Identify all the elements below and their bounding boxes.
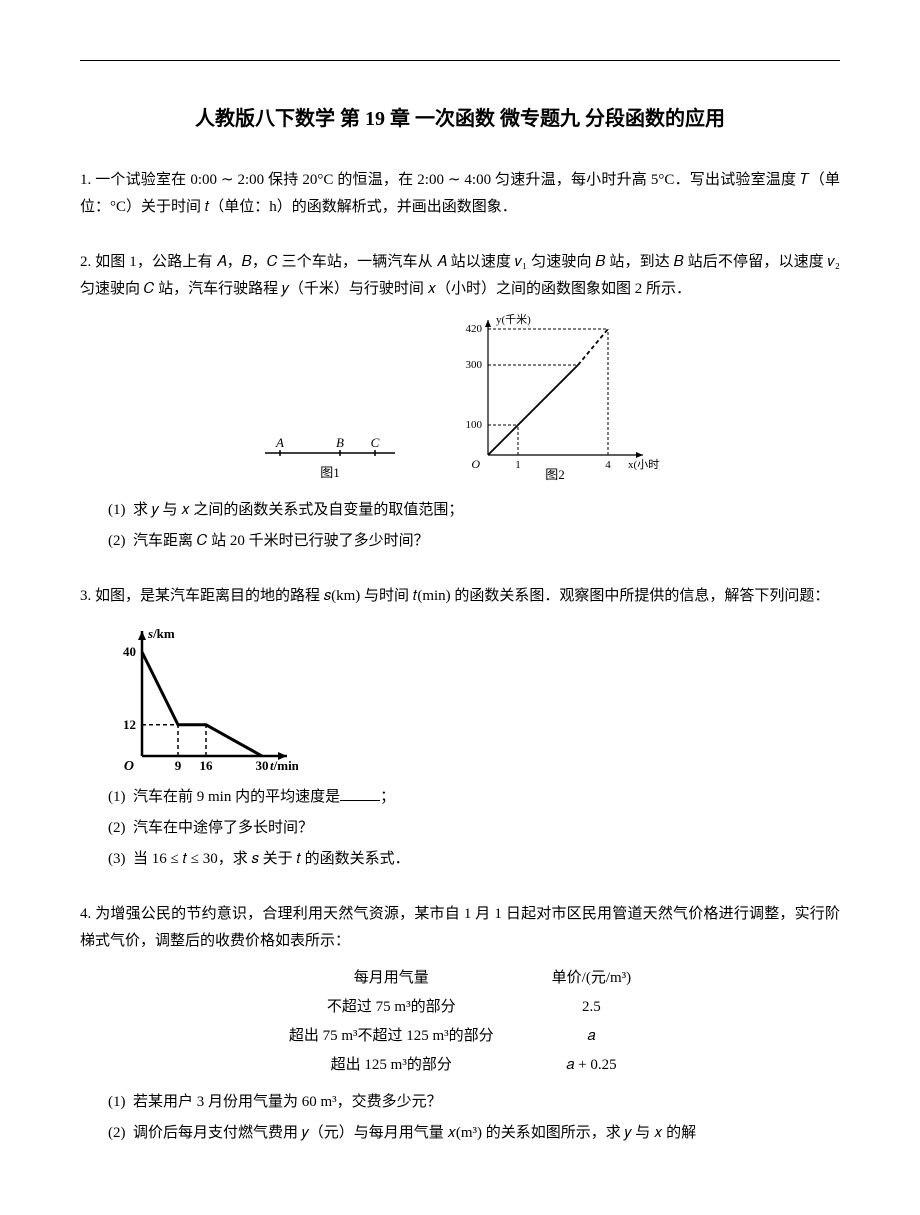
table-header: 每月用气量 — [261, 965, 522, 992]
svg-text:O: O — [471, 457, 480, 471]
problem-1-number: 1. — [80, 172, 95, 188]
problem-3-sub-3: (3) 当 16 ≤ 𝑡 ≤ 30，求 𝑠 关于 𝑡 的函数关系式． — [80, 846, 840, 873]
problem-3-q2-text: 汽车在中途停了多长时间？ — [133, 820, 313, 836]
problem-4-table: 每月用气量 单价/(元/m³) 不超过 75 m³的部分 2.5 超出 75 m… — [259, 963, 661, 1081]
table-cell: 𝑎 + 0.25 — [524, 1052, 660, 1079]
svg-text:O: O — [124, 759, 134, 774]
problem-2-number: 2. — [80, 254, 95, 270]
problem-2-text: 如图 1，公路上有 𝐴，𝐵，𝐶 三个车站，一辆汽车从 𝐴 站以速度 𝑣₁ 匀速驶… — [80, 254, 840, 297]
problem-2-q1-text: 求 𝑦 与 𝑥 之间的函数关系式及自变量的取值范围； — [133, 502, 463, 518]
svg-text:s/km: s/km — [147, 626, 175, 641]
problem-3-sub-1: (1) 汽车在前 9 min 内的平均速度是； — [80, 784, 840, 811]
problem-4-q1-text: 若某用户 3 月份用气量为 60 m³，交费多少元？ — [133, 1094, 442, 1110]
svg-text:100: 100 — [466, 419, 483, 431]
svg-text:420: 420 — [466, 323, 483, 335]
problem-3-q1-post: ； — [380, 789, 395, 805]
table-cell: 不超过 75 m³的部分 — [261, 994, 522, 1021]
problem-3-q1-pre: 汽车在前 9 min 内的平均速度是 — [133, 789, 340, 805]
svg-text:1: 1 — [515, 459, 521, 471]
table-header: 单价/(元/m³) — [524, 965, 660, 992]
problem-3-sub-2: (2) 汽车在中途停了多长时间？ — [80, 815, 840, 842]
table-cell: 2.5 — [524, 994, 660, 1021]
svg-text:40: 40 — [123, 644, 136, 659]
problem-3: 3. 如图，是某汽车距离目的地的路程 𝑠(km) 与时间 𝑡(min) 的函数关… — [80, 583, 840, 873]
figure-2-container: 100 300 420 1 4 O — [450, 313, 660, 483]
problem-4-text: 为增强公民的节约意识，合理利用天然气资源，某市自 1 月 1 日起对市区民用管道… — [80, 906, 840, 949]
problem-3-text: 如图，是某汽车距离目的地的路程 𝑠(km) 与时间 𝑡(min) 的函数关系图．… — [95, 588, 829, 604]
problem-2-sub-1: (1) 求 𝑦 与 𝑥 之间的函数关系式及自变量的取值范围； — [80, 497, 840, 524]
table-cell: 超出 125 m³的部分 — [261, 1052, 522, 1079]
problem-4-q2-text: 调价后每月支付燃气费用 𝑦（元）与每月用气量 𝑥(m³) 的关系如图所示，求 𝑦… — [133, 1125, 696, 1141]
table-row: 每月用气量 单价/(元/m³) — [261, 965, 659, 992]
problem-3-figure: 40 12 O 9 16 30 s/km t/min — [108, 624, 840, 774]
problem-2-q2-text: 汽车距离 𝐶 站 20 千米时已行驶了多少时间？ — [133, 533, 429, 549]
svg-text:300: 300 — [466, 359, 483, 371]
table-cell: 𝑎 — [524, 1023, 660, 1050]
problem-3-number: 3. — [80, 588, 95, 604]
svg-text:C: C — [371, 435, 380, 450]
svg-text:y(千米): y(千米) — [496, 313, 531, 326]
problem-2-figures: A B C 图1 100 — [80, 313, 840, 483]
figure-2-label: 图2 — [545, 467, 565, 482]
svg-text:9: 9 — [175, 758, 182, 773]
table-row: 超出 75 m³不超过 125 m³的部分 𝑎 — [261, 1023, 659, 1050]
figure-1-svg: A B C 图1 — [260, 433, 400, 483]
problem-1-text: 一个试验室在 0:00 ∼ 2:00 保持 20°C 的恒温，在 2:00 ∼ … — [80, 172, 840, 215]
figure-3-svg: 40 12 O 9 16 30 s/km t/min — [108, 624, 298, 774]
figure-1-label: 图1 — [320, 465, 340, 480]
problem-4: 4. 为增强公民的节约意识，合理利用天然气资源，某市自 1 月 1 日起对市区民… — [80, 901, 840, 1147]
svg-text:30: 30 — [256, 758, 269, 773]
svg-text:16: 16 — [200, 758, 214, 773]
table-row: 不超过 75 m³的部分 2.5 — [261, 994, 659, 1021]
table-cell: 超出 75 m³不超过 125 m³的部分 — [261, 1023, 522, 1050]
problem-2: 2. 如图 1，公路上有 𝐴，𝐵，𝐶 三个车站，一辆汽车从 𝐴 站以速度 𝑣₁ … — [80, 249, 840, 555]
svg-text:4: 4 — [605, 459, 611, 471]
svg-text:t/min: t/min — [270, 758, 298, 773]
svg-text:12: 12 — [123, 717, 136, 732]
problem-4-sub-1: (1) 若某用户 3 月份用气量为 60 m³，交费多少元？ — [80, 1089, 840, 1116]
problem-4-sub-2: (2) 调价后每月支付燃气费用 𝑦（元）与每月用气量 𝑥(m³) 的关系如图所示… — [80, 1120, 840, 1147]
problem-4-number: 4. — [80, 906, 95, 922]
problem-2-sub-2: (2) 汽车距离 𝐶 站 20 千米时已行驶了多少时间？ — [80, 528, 840, 555]
problem-3-q3-text: 当 16 ≤ 𝑡 ≤ 30，求 𝑠 关于 𝑡 的函数关系式． — [133, 851, 410, 867]
svg-text:B: B — [336, 435, 344, 450]
svg-text:x(小时): x(小时) — [628, 458, 660, 471]
blank-field — [340, 785, 380, 801]
figure-1-container: A B C 图1 — [260, 433, 400, 483]
figure-2-svg: 100 300 420 1 4 O — [450, 313, 660, 483]
problem-1: 1. 一个试验室在 0:00 ∼ 2:00 保持 20°C 的恒温，在 2:00… — [80, 167, 840, 221]
page-title: 人教版八下数学 第 19 章 一次函数 微专题九 分段函数的应用 — [80, 101, 840, 137]
table-row: 超出 125 m³的部分 𝑎 + 0.25 — [261, 1052, 659, 1079]
top-rule — [80, 60, 840, 61]
svg-text:A: A — [275, 435, 284, 450]
